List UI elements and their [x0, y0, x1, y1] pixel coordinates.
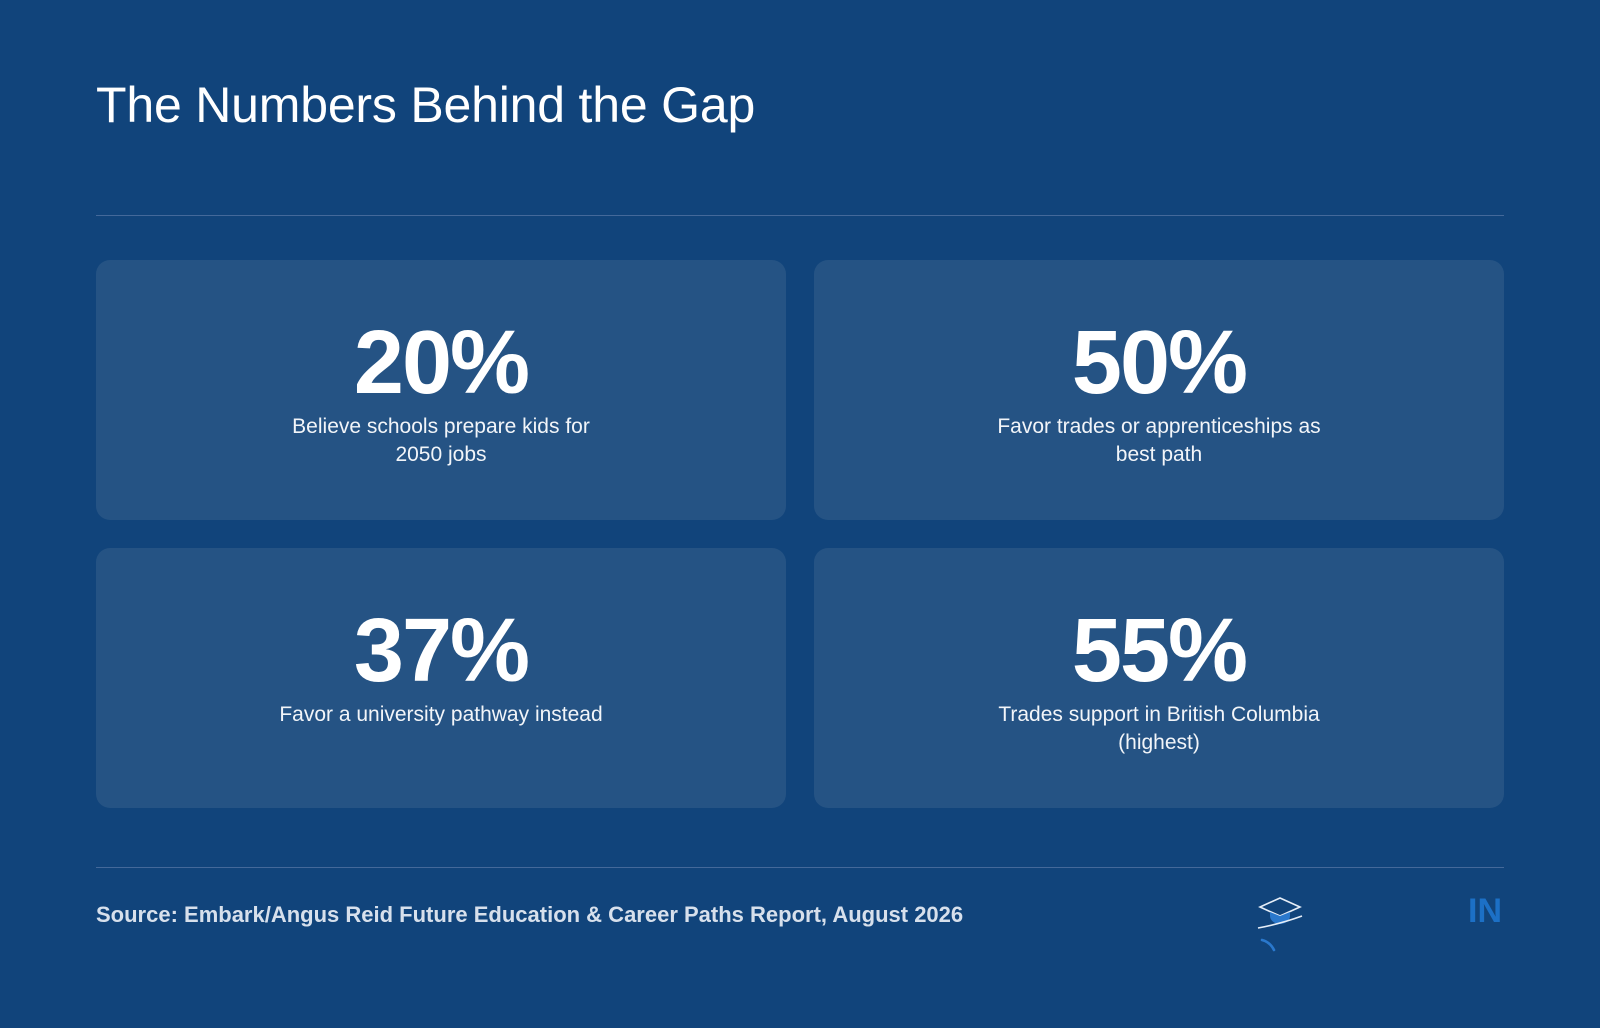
stat-label: Believe schools prepare kids for 2050 jo…	[292, 415, 590, 466]
top-divider	[96, 215, 1504, 216]
stat-value: 50%	[1071, 313, 1248, 413]
stat-label: Trades support in British Columbia (high…	[998, 703, 1320, 754]
stat-label: Favor a university pathway instead	[279, 703, 603, 726]
stat-card: 20% Believe schools prepare kids for 205…	[96, 260, 786, 520]
stat-label: Favor trades or apprenticeships as best …	[997, 415, 1321, 466]
stats-grid: 20% Believe schools prepare kids for 205…	[96, 260, 1504, 808]
stat-value: 20%	[353, 313, 530, 413]
bottom-divider	[96, 867, 1504, 868]
stat-card: 50% Favor trades or apprenticeships as b…	[814, 260, 1504, 520]
stat-value: 37%	[353, 601, 530, 701]
brand-logo-text: IN	[1468, 892, 1502, 930]
graduation-cap-icon	[1252, 894, 1308, 956]
page-title: The Numbers Behind the Gap	[96, 77, 756, 133]
stat-value: 55%	[1071, 601, 1248, 701]
stat-card: 37% Favor a university pathway instead	[96, 548, 786, 808]
source-citation: Source: Embark/Angus Reid Future Educati…	[96, 902, 964, 927]
stat-card: 55% Trades support in British Columbia (…	[814, 548, 1504, 808]
